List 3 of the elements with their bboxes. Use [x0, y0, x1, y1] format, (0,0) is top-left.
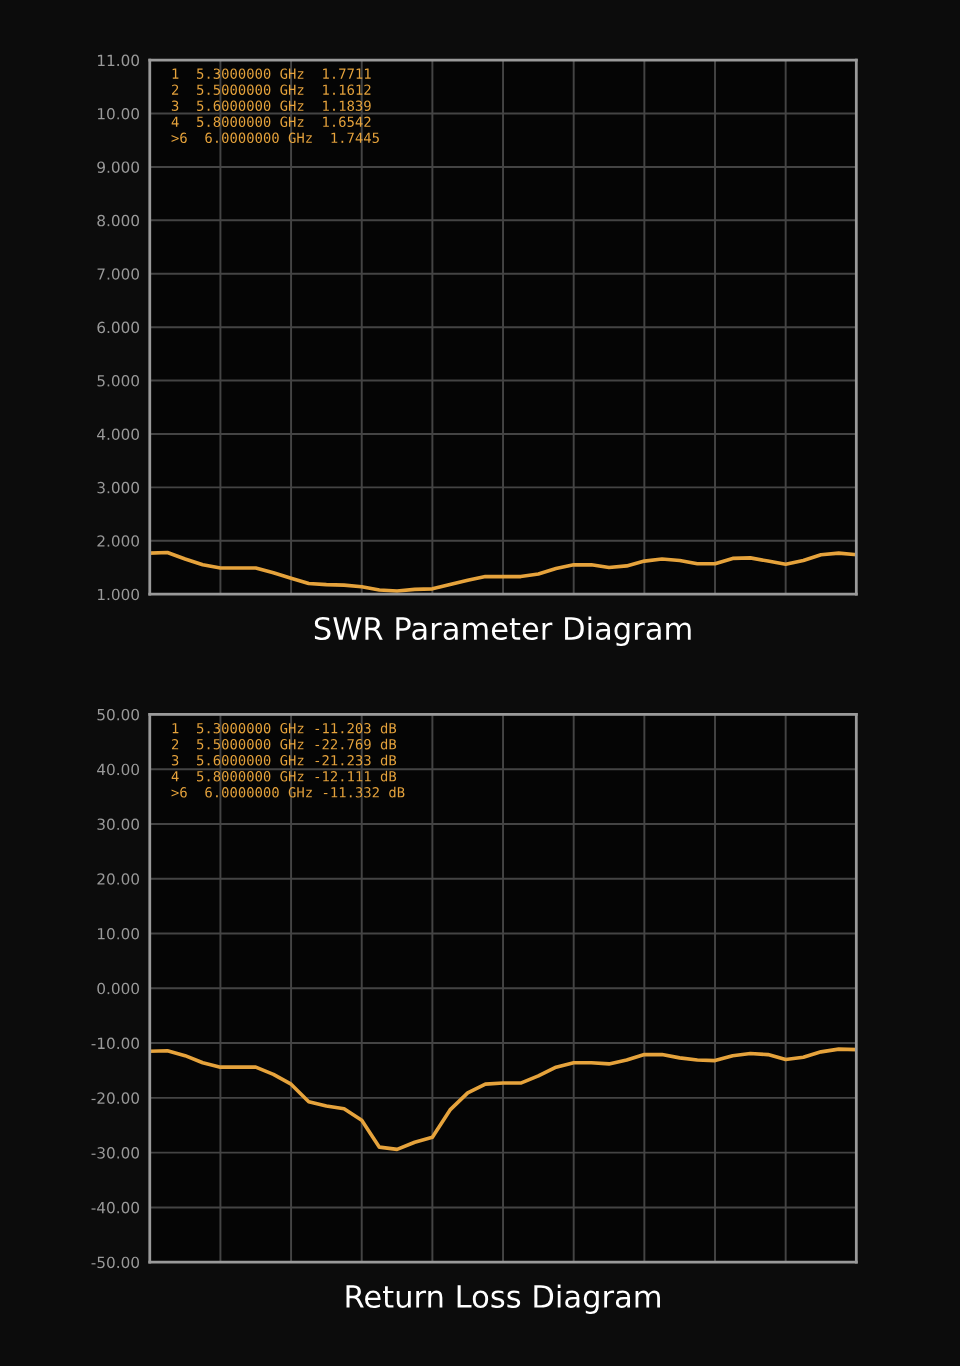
x-axis-title: SWR Parameter Diagram — [314, 616, 691, 646]
x-axis-title: Return Loss Diagram — [346, 1284, 660, 1314]
line-series — [149, 1047, 857, 1152]
